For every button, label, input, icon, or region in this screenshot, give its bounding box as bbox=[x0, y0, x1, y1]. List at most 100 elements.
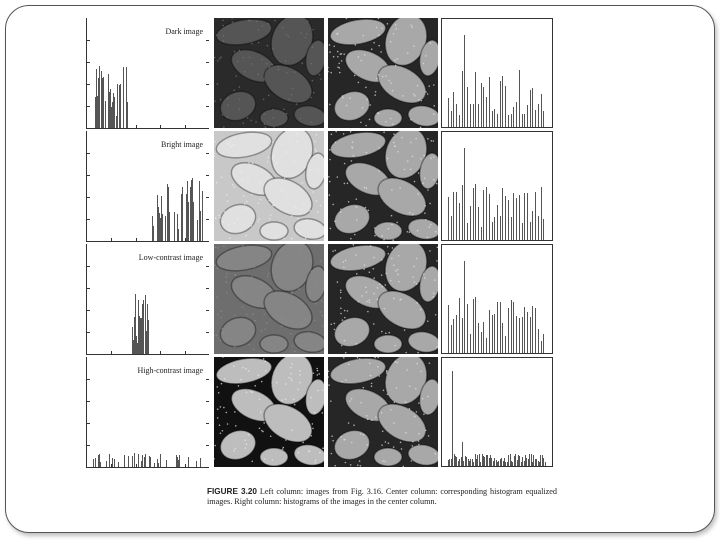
input-photo bbox=[214, 357, 324, 467]
equalized-bar bbox=[521, 317, 523, 353]
speck bbox=[350, 397, 353, 400]
speck bbox=[220, 310, 223, 312]
histogram-bar bbox=[137, 300, 139, 354]
speck bbox=[340, 208, 342, 210]
speck bbox=[436, 346, 438, 348]
speck bbox=[382, 389, 385, 392]
speck bbox=[221, 430, 224, 432]
speck bbox=[368, 299, 370, 302]
speck bbox=[328, 370, 330, 373]
equalized-bar bbox=[540, 93, 542, 127]
equalized-bar bbox=[498, 460, 500, 466]
histogram-label: High-contrast image bbox=[137, 366, 203, 375]
speck bbox=[353, 233, 356, 236]
speck bbox=[312, 427, 314, 430]
equalized-bar bbox=[459, 458, 461, 466]
histogram-bar bbox=[106, 461, 108, 467]
speck bbox=[340, 60, 343, 62]
speck bbox=[430, 157, 432, 159]
speck bbox=[416, 229, 419, 232]
speck bbox=[402, 94, 404, 97]
speck bbox=[427, 435, 430, 437]
equalized-bar bbox=[472, 298, 474, 353]
speck bbox=[245, 200, 248, 203]
equalized-bar bbox=[505, 335, 507, 353]
speck bbox=[397, 150, 399, 153]
speck bbox=[314, 140, 316, 143]
y-tick bbox=[87, 84, 90, 85]
speck bbox=[343, 309, 346, 312]
speck bbox=[412, 276, 414, 278]
speck bbox=[217, 59, 219, 62]
histogram-bar bbox=[98, 77, 100, 128]
equalized-bar bbox=[502, 322, 504, 353]
speck bbox=[310, 121, 313, 124]
histogram-bar bbox=[179, 461, 181, 467]
speck bbox=[345, 18, 348, 20]
equalized-bar bbox=[497, 461, 498, 466]
speck bbox=[222, 19, 224, 22]
equalized-bar bbox=[494, 108, 496, 127]
bean-6 bbox=[259, 334, 289, 354]
bean-6 bbox=[259, 447, 289, 467]
speck bbox=[226, 116, 229, 118]
bean-4 bbox=[333, 316, 371, 348]
speck bbox=[368, 118, 371, 121]
speck bbox=[434, 313, 437, 316]
speck bbox=[370, 382, 373, 385]
speck bbox=[360, 59, 362, 62]
speck bbox=[254, 319, 256, 322]
speck bbox=[368, 271, 371, 274]
bean-6 bbox=[259, 221, 289, 241]
speck bbox=[216, 417, 219, 419]
histogram-bar bbox=[177, 228, 179, 241]
speck bbox=[271, 157, 274, 160]
equalized-bar bbox=[490, 454, 491, 466]
speck bbox=[263, 313, 265, 316]
speck bbox=[390, 408, 392, 411]
speck bbox=[305, 33, 308, 35]
equalized-bar bbox=[449, 458, 451, 466]
histogram-bar bbox=[105, 100, 107, 128]
speck bbox=[333, 322, 336, 325]
input-photo bbox=[214, 131, 324, 241]
histogram-bar bbox=[141, 454, 143, 467]
y-tick-right bbox=[206, 445, 209, 446]
speck bbox=[385, 120, 387, 123]
speck bbox=[234, 273, 236, 276]
speck bbox=[304, 36, 307, 39]
speck bbox=[430, 223, 432, 226]
histogram-bar bbox=[92, 459, 94, 467]
bean-6 bbox=[373, 221, 403, 241]
speck bbox=[231, 18, 233, 19]
equalized-bar bbox=[537, 328, 539, 353]
speck bbox=[427, 395, 429, 398]
bean-0 bbox=[215, 18, 273, 46]
speck bbox=[250, 390, 252, 393]
speck bbox=[380, 412, 383, 414]
speck bbox=[386, 372, 388, 375]
speck bbox=[355, 219, 358, 221]
equalized-bar bbox=[464, 456, 466, 466]
speck bbox=[334, 464, 337, 467]
speck bbox=[257, 29, 260, 31]
speck bbox=[260, 330, 263, 332]
speck bbox=[230, 145, 232, 148]
speck bbox=[350, 441, 353, 444]
y-tick-right bbox=[206, 266, 209, 267]
speck bbox=[219, 339, 222, 342]
speck bbox=[420, 370, 422, 373]
speck bbox=[345, 104, 348, 107]
speck bbox=[266, 254, 269, 257]
speck bbox=[406, 52, 409, 54]
speck bbox=[265, 370, 267, 372]
speck bbox=[395, 270, 397, 272]
speck bbox=[300, 244, 303, 247]
speck bbox=[368, 301, 371, 304]
speck bbox=[328, 66, 329, 69]
speck bbox=[377, 365, 379, 368]
speck bbox=[353, 424, 355, 427]
histogram-bar bbox=[144, 454, 146, 467]
speck bbox=[243, 203, 246, 205]
histogram-bar bbox=[199, 458, 201, 467]
